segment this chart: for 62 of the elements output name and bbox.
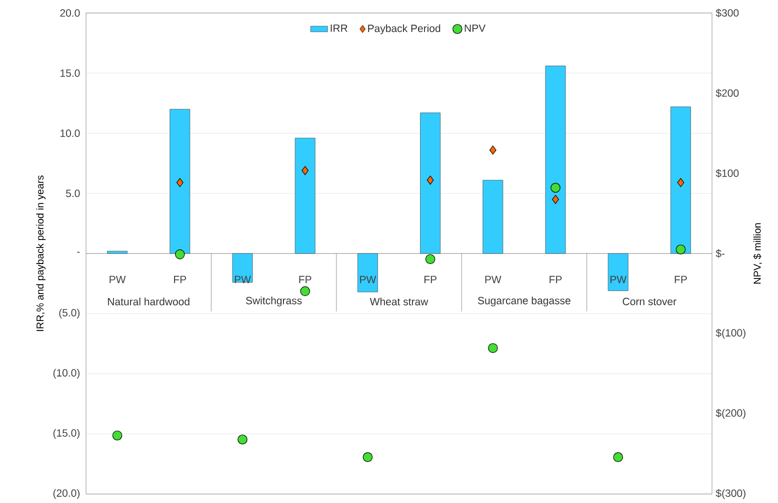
y-axis-title: IRR,% and payback period in years — [36, 176, 46, 331]
point — [302, 166, 309, 176]
bar — [482, 180, 504, 254]
y-tick-label: (10.0) — [53, 368, 80, 379]
bar — [545, 66, 566, 254]
legend-label: NPV — [464, 24, 486, 32]
y2-tick-label: $(100) — [716, 328, 746, 339]
y2-tick-label: $- — [716, 249, 725, 258]
bar — [420, 112, 441, 254]
bar — [357, 253, 378, 292]
y2-tick-label: $200 — [716, 88, 739, 98]
annotation: Switchgrass — [246, 296, 302, 306]
point — [300, 286, 310, 296]
x-tick-label: FP — [550, 276, 562, 284]
y-tick-label: (20.0) — [53, 489, 80, 499]
x-tick-label: FP — [674, 276, 687, 284]
y-tick-label: 10.0 — [60, 130, 80, 137]
point — [677, 178, 684, 188]
y2-axis-title: NPV, $ million — [753, 223, 762, 284]
annotation: Sugarcane bagasse — [478, 296, 570, 306]
bar — [232, 253, 253, 283]
y2-tick-label: $(300) — [716, 489, 746, 499]
legend-label: Payback Period — [368, 24, 440, 34]
point — [676, 244, 686, 254]
y2-tick-label: $100 — [716, 169, 739, 178]
x-tick-label: PW — [360, 276, 376, 284]
y-tick-label: 15.0 — [60, 69, 80, 77]
x-tick-label: PW — [234, 276, 251, 284]
annotation: Wheat straw — [370, 298, 428, 306]
x-tick-label: FP — [424, 276, 436, 284]
point — [425, 254, 436, 264]
point — [362, 452, 373, 462]
point — [112, 430, 122, 440]
bar — [170, 109, 190, 254]
point — [552, 194, 559, 204]
y-tick-label: (15.0) — [53, 428, 80, 439]
point — [488, 343, 498, 353]
annotation: Natural hardwood — [108, 298, 190, 306]
y-tick-label: 20.0 — [60, 9, 80, 17]
point — [613, 452, 624, 462]
x-tick-label: PW — [485, 276, 502, 284]
y-tick-label: (5.0) — [59, 308, 80, 319]
x-tick-label: PW — [110, 276, 126, 284]
point — [550, 182, 560, 193]
x-tick-label: FP — [174, 276, 186, 284]
y-tick-label: - — [77, 252, 80, 253]
point — [175, 249, 185, 260]
bar — [670, 106, 691, 254]
y2-tick-label: $(200) — [716, 408, 746, 419]
point — [238, 434, 248, 444]
y2-tick-label: $300 — [716, 8, 739, 18]
x-tick-label: PW — [610, 276, 627, 284]
legend-label: IRR — [330, 24, 348, 32]
point — [426, 176, 434, 185]
bar — [294, 138, 316, 254]
y-tick-label: 5.0 — [66, 190, 80, 198]
point — [489, 146, 496, 155]
annotation: Corn stover — [622, 298, 676, 306]
bar — [608, 253, 628, 291]
bar — [107, 250, 128, 254]
x-tick-label: FP — [299, 276, 312, 284]
point — [176, 178, 184, 188]
